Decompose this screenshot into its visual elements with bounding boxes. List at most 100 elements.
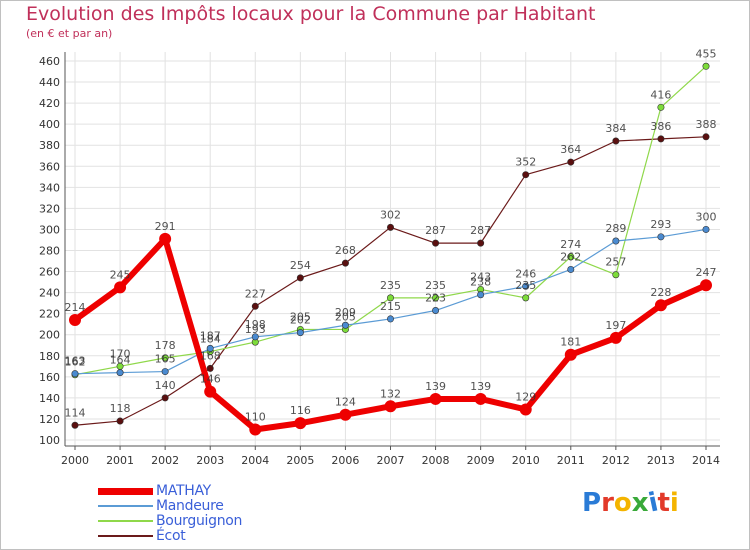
data-point xyxy=(432,294,440,302)
data-point xyxy=(657,135,665,143)
data-point xyxy=(206,344,214,352)
data-point xyxy=(612,271,620,279)
x-tick-label: 2002 xyxy=(151,454,179,467)
logo-letter: t xyxy=(657,488,670,518)
data-label: 215 xyxy=(380,300,401,313)
data-point xyxy=(657,103,665,111)
data-point xyxy=(477,239,485,247)
data-point xyxy=(251,302,259,310)
data-label: 129 xyxy=(515,390,536,403)
data-point xyxy=(522,282,530,290)
data-label: 293 xyxy=(650,218,671,231)
y-tick-label: 220 xyxy=(39,308,60,321)
x-tick-label: 2012 xyxy=(602,454,630,467)
legend-label: Écot xyxy=(156,528,186,544)
data-label: 209 xyxy=(335,306,356,319)
y-tick-label: 180 xyxy=(39,350,60,363)
data-label: 168 xyxy=(200,349,221,362)
data-label: 455 xyxy=(696,47,717,60)
x-tick-label: 2008 xyxy=(422,454,450,467)
data-label: 165 xyxy=(155,353,176,366)
proxiti-logo: Proxiti xyxy=(582,487,679,518)
logo-letter: r xyxy=(601,488,614,518)
data-label: 262 xyxy=(560,250,581,263)
data-point xyxy=(567,158,575,166)
data-point xyxy=(429,392,442,405)
data-label: 268 xyxy=(335,244,356,257)
data-label: 181 xyxy=(560,336,581,349)
data-label: 187 xyxy=(200,329,221,342)
data-label: 274 xyxy=(560,238,581,251)
data-point xyxy=(567,265,575,273)
data-label: 247 xyxy=(696,266,717,279)
data-point xyxy=(522,171,530,179)
data-label: 114 xyxy=(65,406,86,419)
data-point xyxy=(386,294,394,302)
y-tick-label: 200 xyxy=(39,329,60,342)
y-tick-label: 260 xyxy=(39,266,60,279)
data-point xyxy=(612,137,620,145)
data-label: 118 xyxy=(110,402,131,415)
y-tick-label: 120 xyxy=(39,413,60,426)
y-tick-label: 460 xyxy=(39,55,60,68)
data-label: 352 xyxy=(515,156,536,169)
data-point xyxy=(612,237,620,245)
data-label: 214 xyxy=(65,301,86,314)
data-label: 300 xyxy=(696,210,717,223)
data-point xyxy=(432,239,440,247)
data-point xyxy=(71,370,79,378)
data-point xyxy=(159,232,172,245)
logo-letter: P xyxy=(582,488,602,518)
logo-letter: x xyxy=(631,488,649,518)
data-point xyxy=(69,313,81,326)
data-label: 124 xyxy=(335,396,356,409)
x-tick-label: 2003 xyxy=(196,454,224,467)
logo-letter: o xyxy=(613,488,632,518)
chart-subtitle: (en € et par an) xyxy=(26,27,113,40)
data-point xyxy=(71,421,79,429)
data-label: 202 xyxy=(290,314,311,327)
data-label: 246 xyxy=(515,267,536,280)
data-label: 287 xyxy=(470,224,491,237)
data-label: 257 xyxy=(605,256,626,269)
legend-swatch xyxy=(98,535,153,537)
x-tick-label: 2001 xyxy=(106,454,134,467)
data-point xyxy=(251,333,259,341)
data-point xyxy=(564,348,577,361)
data-label: 364 xyxy=(560,143,581,156)
data-label: 146 xyxy=(200,373,221,386)
data-point xyxy=(296,329,304,337)
data-point xyxy=(386,223,394,231)
y-tick-label: 300 xyxy=(39,223,60,236)
data-label: 238 xyxy=(470,276,491,289)
data-point xyxy=(341,259,349,267)
data-point xyxy=(116,417,124,425)
data-point xyxy=(519,403,532,416)
data-label: 228 xyxy=(650,286,671,299)
data-label: 162 xyxy=(65,356,86,369)
data-point xyxy=(386,315,394,323)
legend-label: MATHAY xyxy=(156,483,211,499)
data-label: 193 xyxy=(245,323,266,336)
x-tick-label: 2006 xyxy=(331,454,359,467)
data-label: 287 xyxy=(425,224,446,237)
data-point xyxy=(657,233,665,241)
legend-label: Mandeure xyxy=(156,498,224,514)
data-point xyxy=(477,291,485,299)
y-tick-label: 420 xyxy=(39,97,60,110)
legend-swatch xyxy=(98,520,153,522)
data-label: 110 xyxy=(245,410,266,423)
data-label: 254 xyxy=(290,259,311,272)
data-label: 184 xyxy=(200,333,221,346)
data-point xyxy=(204,385,217,398)
data-label: 116 xyxy=(290,404,311,417)
data-point xyxy=(522,294,530,302)
data-point xyxy=(249,423,262,436)
legend-label: Bourguignon xyxy=(156,513,243,529)
data-label: 170 xyxy=(110,347,131,360)
data-label: 243 xyxy=(470,270,491,283)
legend-swatch xyxy=(98,505,153,507)
data-label: 178 xyxy=(155,339,176,352)
data-point xyxy=(432,307,440,315)
y-tick-label: 160 xyxy=(39,371,60,384)
